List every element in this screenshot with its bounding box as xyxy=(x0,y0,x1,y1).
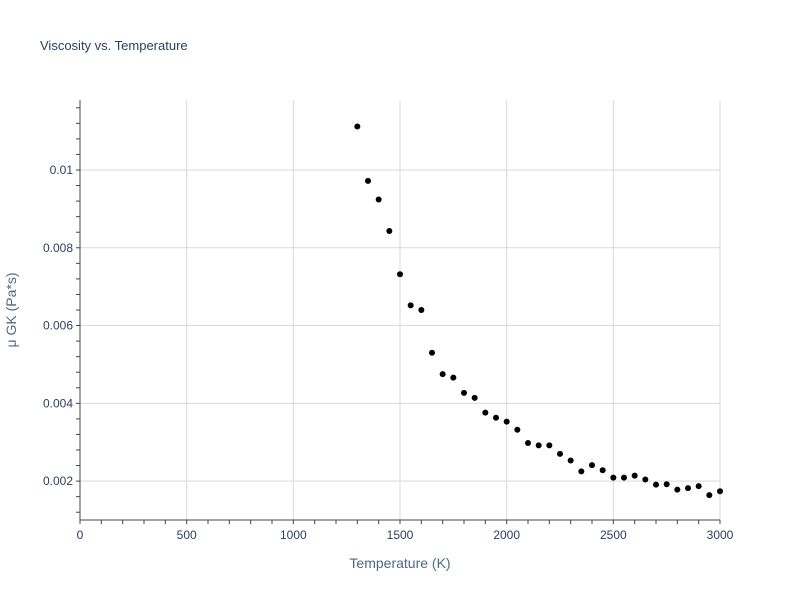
data-point xyxy=(397,271,403,278)
x-tick-label: 2000 xyxy=(493,528,520,542)
x-tick-label: 3000 xyxy=(707,528,734,542)
x-tick-label: 0 xyxy=(77,528,84,542)
data-point xyxy=(354,123,361,130)
y-tick-label: 0.006 xyxy=(43,319,73,333)
data-point xyxy=(471,394,478,401)
data-point xyxy=(706,492,713,499)
data-point xyxy=(589,462,595,469)
data-point xyxy=(578,468,585,475)
data-point xyxy=(514,426,521,433)
tick-labels: 0 500 1000 1500 2000 2500 3000 0.002 0.004 0.006 0… xyxy=(43,163,734,542)
x-axis-title: Temperature (K) xyxy=(349,555,450,571)
data-point xyxy=(695,483,702,490)
data-point xyxy=(450,374,457,381)
data-point xyxy=(535,442,542,449)
data-point xyxy=(482,409,489,416)
y-tick-label: 0.01 xyxy=(50,163,74,177)
y-axis-title: μ GK (Pa*s) xyxy=(3,273,19,348)
data-point xyxy=(429,349,435,356)
data-point xyxy=(407,302,414,309)
x-tick-label: 1000 xyxy=(280,528,307,542)
data-point xyxy=(375,196,382,203)
data-point xyxy=(685,485,691,492)
data-point xyxy=(418,307,425,313)
data-point xyxy=(439,371,446,378)
axes xyxy=(76,100,721,524)
data-point xyxy=(663,481,670,488)
y-tick-label: 0.008 xyxy=(43,241,73,255)
data-point xyxy=(621,474,627,481)
data-point xyxy=(386,228,393,235)
x-tick-label: 1500 xyxy=(387,528,414,542)
data-point xyxy=(642,476,649,483)
data-point xyxy=(503,418,510,425)
x-tick-label: 2500 xyxy=(600,528,627,542)
data-point xyxy=(557,450,563,457)
y-tick-label: 0.004 xyxy=(43,396,73,410)
data-point xyxy=(717,488,723,495)
data-point xyxy=(653,481,659,488)
data-points xyxy=(354,123,723,499)
data-point xyxy=(610,474,617,481)
data-point xyxy=(461,389,467,396)
data-point xyxy=(546,442,553,449)
data-point xyxy=(567,457,574,464)
data-point xyxy=(631,472,638,479)
data-point xyxy=(525,440,531,446)
chart-title: Viscosity vs. Temperature xyxy=(40,38,188,53)
grid-lines xyxy=(80,100,721,520)
data-point xyxy=(365,177,371,184)
data-point xyxy=(599,467,606,474)
data-point xyxy=(493,414,499,421)
y-tick-label: 0.002 xyxy=(43,474,73,488)
x-tick-label: 500 xyxy=(177,528,197,542)
data-point xyxy=(674,486,681,493)
